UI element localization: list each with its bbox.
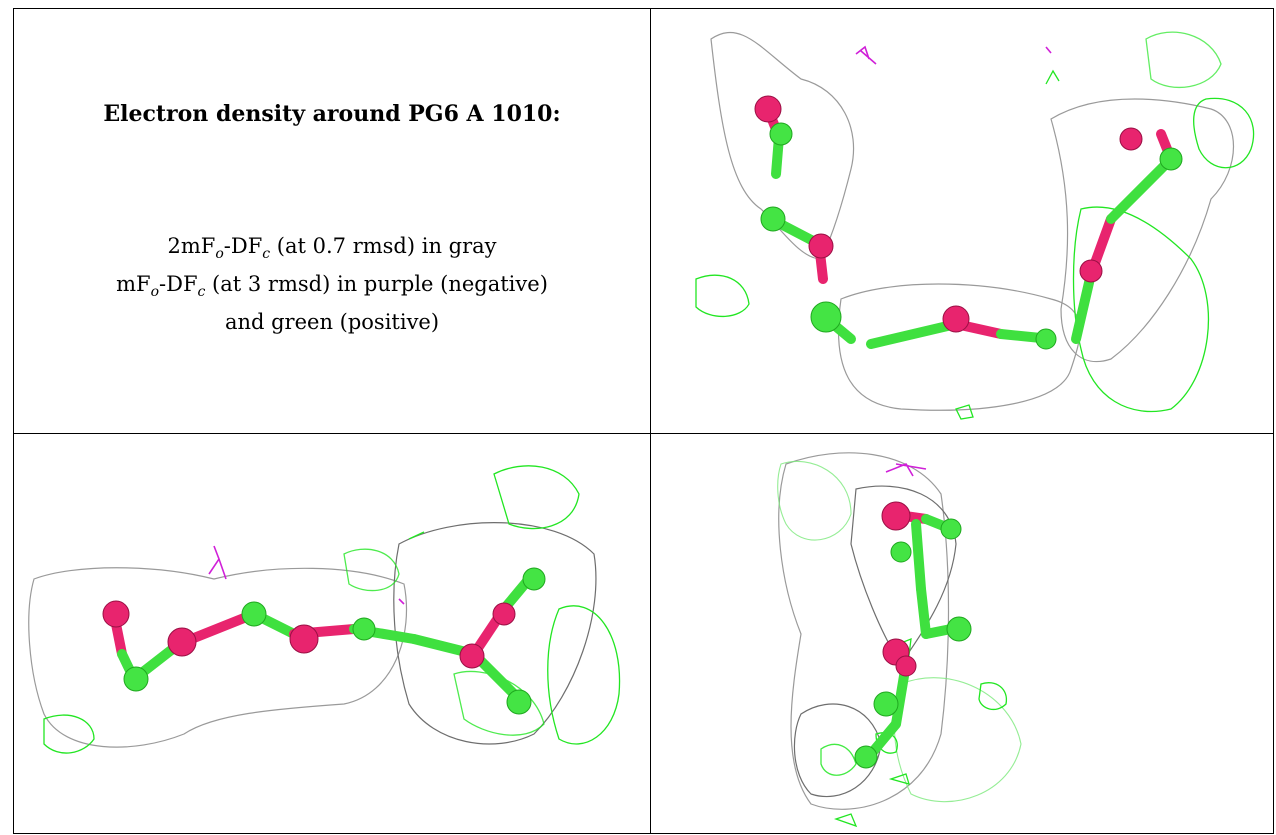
density-view-3 bbox=[651, 434, 1273, 833]
caption-cell: Electron density around PG6 A 1010: 2mFo… bbox=[14, 9, 650, 433]
caption-title: Electron density around PG6 A 1010: bbox=[103, 101, 561, 127]
caption-legend: 2mFo-DFc (at 0.7 rmsd) in gray mFo-DFc (… bbox=[14, 231, 650, 337]
density-view-1-image bbox=[695, 31, 1255, 420]
density-view-3-image bbox=[777, 452, 1022, 828]
grid-divider-vertical bbox=[650, 9, 651, 833]
legend-line-1: 2mFo-DFc (at 0.7 rmsd) in gray bbox=[167, 234, 497, 263]
figure-grid: Electron density around PG6 A 1010: 2mFo… bbox=[13, 8, 1274, 834]
grid-divider-horizontal bbox=[14, 433, 1273, 434]
density-view-2 bbox=[14, 434, 650, 833]
legend-line-2: mFo-DFc (at 3 rmsd) in purple (negative) bbox=[116, 272, 548, 301]
legend-line-3: and green (positive) bbox=[224, 310, 440, 335]
density-view-1 bbox=[651, 9, 1273, 433]
density-view-2-image bbox=[28, 465, 621, 754]
